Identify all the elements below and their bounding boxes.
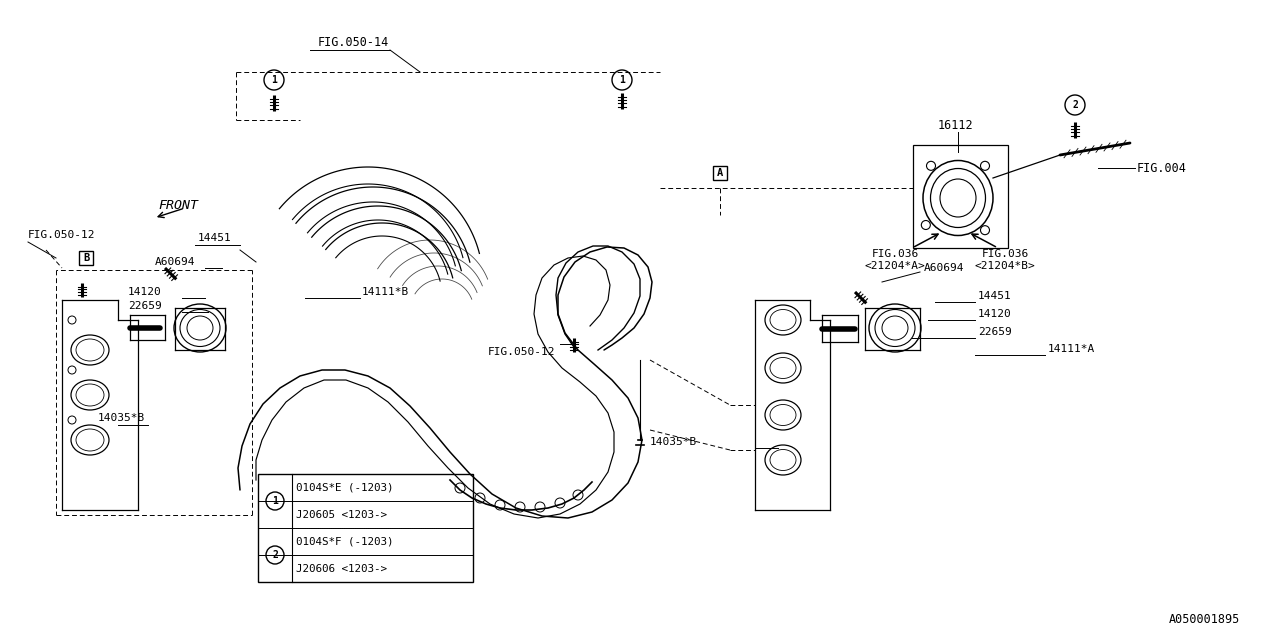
Text: FIG.050-12: FIG.050-12	[488, 347, 556, 357]
Text: 14035*B: 14035*B	[650, 437, 698, 447]
Text: A: A	[717, 168, 723, 178]
Text: FRONT: FRONT	[157, 198, 198, 211]
Text: 22659: 22659	[978, 327, 1011, 337]
Text: 14451: 14451	[978, 291, 1011, 301]
Text: A60694: A60694	[924, 263, 965, 273]
Bar	[259, 474, 474, 582]
Bar	[713, 166, 727, 180]
Text: 1: 1	[271, 75, 276, 85]
Text: 14111*A: 14111*A	[1048, 344, 1096, 354]
Text: J20606 <1203->: J20606 <1203->	[296, 563, 387, 573]
Text: A050001895: A050001895	[1169, 613, 1240, 626]
Text: 0104S*E (-1203): 0104S*E (-1203)	[296, 483, 393, 493]
Text: 2: 2	[273, 550, 278, 560]
Text: A60694: A60694	[155, 257, 196, 267]
Text: FIG.036
<21204*B>: FIG.036 <21204*B>	[974, 249, 1036, 271]
Text: 0104S*F (-1203): 0104S*F (-1203)	[296, 536, 393, 547]
Bar	[913, 145, 1009, 248]
Text: 22659: 22659	[128, 301, 161, 311]
Text: 14120: 14120	[128, 287, 161, 297]
Text: B: B	[83, 253, 90, 263]
Bar	[79, 251, 93, 265]
Text: 14111*B: 14111*B	[362, 287, 410, 297]
Text: FIG.036
<21204*A>: FIG.036 <21204*A>	[864, 249, 925, 271]
Text: FIG.050-12: FIG.050-12	[28, 230, 96, 240]
Text: 14120: 14120	[978, 309, 1011, 319]
Text: FIG.004: FIG.004	[1137, 161, 1187, 175]
Text: 2: 2	[1073, 100, 1078, 110]
Text: 14451: 14451	[198, 233, 232, 243]
Text: 16112: 16112	[938, 118, 974, 131]
Text: J20605 <1203->: J20605 <1203->	[296, 509, 387, 520]
Text: 1: 1	[620, 75, 625, 85]
Text: 1: 1	[273, 496, 278, 506]
Text: FIG.050-14: FIG.050-14	[317, 35, 389, 49]
Text: 14035*B: 14035*B	[99, 413, 145, 423]
